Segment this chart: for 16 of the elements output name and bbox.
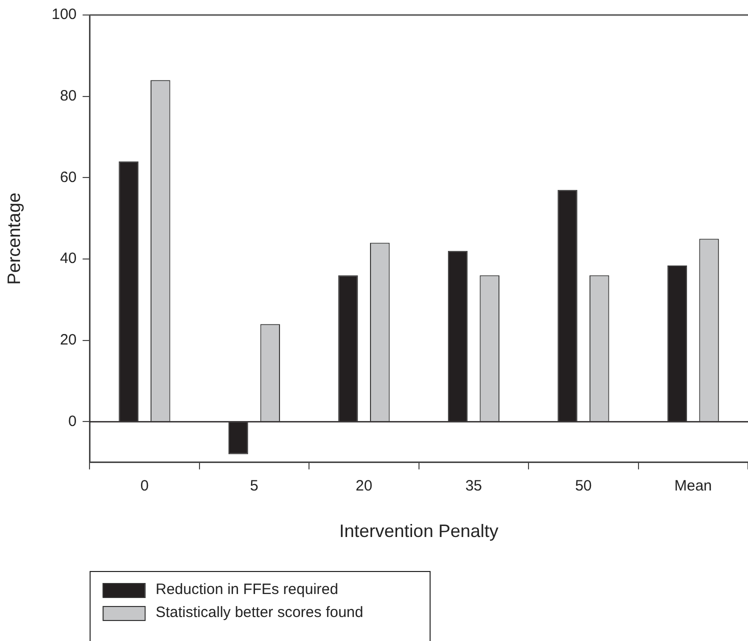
y-tick-label: 60 [60,168,77,186]
x-tick-label: Mean [674,478,712,495]
x-tick-label: 50 [575,478,592,495]
y-tick-label: 100 [52,6,77,24]
y-tick-label: 0 [68,412,77,430]
x-tick-label: 0 [140,478,149,495]
x-tick-label: 20 [356,478,372,495]
legend-label: Statistically better scores found [156,604,364,622]
x-tick-label: 35 [465,478,482,495]
y-tick-label: 40 [60,250,77,268]
x-tick-label: 5 [250,478,258,495]
y-tick-label: 20 [60,332,77,349]
y-axis-title: Percentage [4,192,24,285]
x-axis-title: Intervention Penalty [339,521,498,542]
y-tick-label: 80 [60,87,77,104]
legend-label: Reduction in FFEs required [156,581,338,598]
